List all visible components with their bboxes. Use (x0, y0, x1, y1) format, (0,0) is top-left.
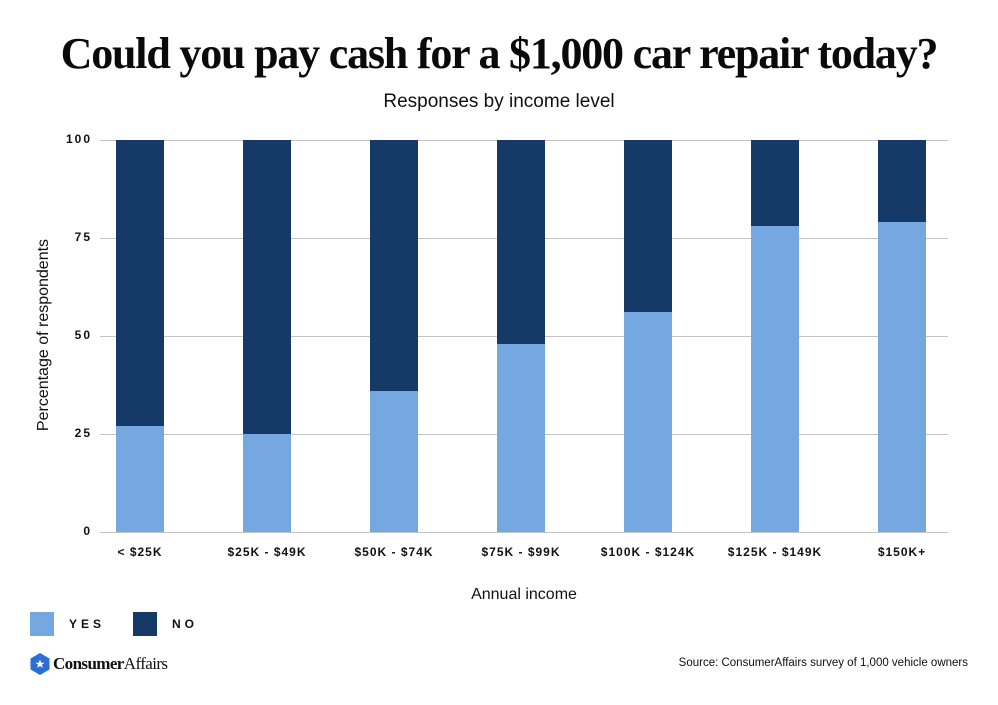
bar-segment-no (497, 140, 545, 344)
bar-segment-yes (624, 312, 672, 532)
legend-item-yes: YES (30, 612, 105, 636)
bar-group (243, 140, 291, 532)
y-tick-label: 75 (74, 230, 92, 244)
bar-group (878, 140, 926, 532)
bar-segment-no (878, 140, 926, 223)
y-tick-label: 100 (65, 132, 92, 146)
bar-segment-yes (751, 226, 799, 532)
legend: YES NO (30, 612, 226, 636)
y-tick-label: 50 (74, 328, 92, 342)
x-tick-label: < $25K (117, 545, 163, 559)
plot-area (100, 140, 948, 533)
brand-logo: Consumer Affairs (30, 653, 168, 675)
bar-segment-no (751, 140, 799, 227)
bar-segment-no (624, 140, 672, 313)
x-axis-label: Annual income (471, 586, 577, 603)
legend-swatch-yes (30, 612, 54, 636)
bar-segment-no (243, 140, 291, 434)
bar-group (116, 140, 164, 532)
legend-label-no: NO (172, 617, 199, 631)
x-tick-label: $25K - $49K (227, 545, 307, 559)
bar-segment-yes (370, 390, 418, 532)
chart-title: Could you pay cash for a $1,000 car repa… (60, 29, 939, 78)
bar-segment-yes (878, 222, 926, 532)
x-tick-label: $50K - $74K (354, 545, 434, 559)
y-tick-label: 0 (83, 524, 92, 538)
bar-group (751, 140, 799, 532)
brand-name-light: Affairs (123, 654, 168, 673)
x-tick-label: $150K+ (877, 545, 927, 559)
bar-segment-no (116, 140, 164, 427)
bar-group (370, 140, 418, 532)
brand-name-bold: Consumer (53, 654, 124, 673)
legend-item-no: NO (133, 612, 198, 636)
bar-segment-yes (243, 434, 291, 532)
bar-group (497, 140, 545, 532)
bar-segment-no (370, 140, 418, 391)
bar-segment-yes (116, 426, 164, 532)
chart-subtitle: Responses by income level (383, 91, 615, 112)
source-note: Source: ConsumerAffairs survey of 1,000 … (678, 657, 968, 669)
legend-label-yes: YES (69, 617, 106, 631)
bar-group (624, 140, 672, 532)
x-tick-label: $125K - $149K (727, 545, 823, 559)
star-badge-icon (30, 653, 50, 675)
legend-swatch-no (133, 612, 158, 636)
gridline (100, 532, 948, 533)
x-tick-label: $75K - $99K (481, 545, 561, 559)
bar-segment-yes (497, 343, 545, 532)
x-tick-label: $100K - $124K (600, 545, 696, 559)
y-tick-label: 25 (74, 426, 92, 440)
